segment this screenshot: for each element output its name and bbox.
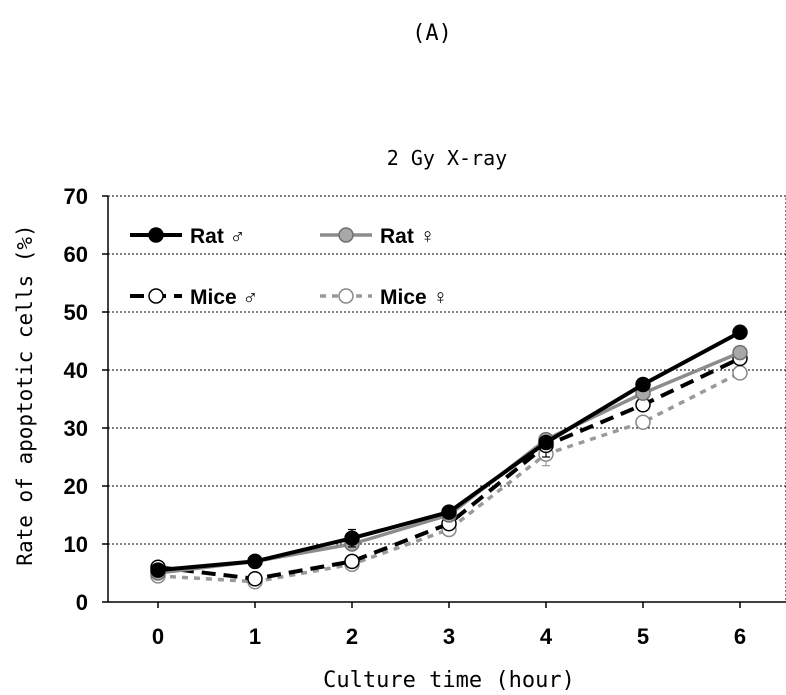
legend-item: Rat ♀ (320, 225, 435, 248)
y-tick-label: 0 (76, 590, 88, 615)
legend: Rat ♂ Rat ♀ Mice ♂ Mice ♀ (130, 225, 448, 309)
y-tick-label: 70 (64, 184, 88, 209)
x-tick-label: 5 (637, 624, 649, 649)
data-point (732, 324, 748, 341)
chart-title: 2 Gy X-ray (387, 146, 507, 170)
plot-area: 0 10 20 30 40 50 60 70 0 1 2 3 4 5 6 (64, 184, 786, 649)
series-rat- (150, 324, 748, 578)
data-point (344, 530, 360, 546)
series-layer (150, 324, 748, 590)
series-line (157, 356, 741, 581)
data-point (538, 434, 554, 451)
legend-item: Mice ♀ (320, 286, 448, 309)
legend-item: Rat ♂ (130, 225, 245, 248)
y-tick-label: 20 (64, 474, 88, 499)
y-tick-label: 30 (64, 416, 88, 441)
legend-label: Rat ♂ (190, 225, 245, 248)
legend-marker (148, 288, 164, 304)
series-rat- (150, 344, 748, 581)
legend-marker (338, 288, 354, 304)
data-point (732, 365, 748, 381)
data-point (732, 344, 748, 361)
y-tick-label: 10 (64, 532, 88, 557)
x-tick-labels: 0 1 2 3 4 5 6 (152, 602, 746, 649)
legend-item: Mice ♂ (130, 286, 258, 309)
data-point (150, 562, 166, 578)
panel-label: (A) (412, 21, 452, 46)
series-line (157, 350, 741, 575)
y-axis-label: Rate of apoptotic cells (%) (13, 224, 37, 565)
data-point (635, 414, 651, 430)
y-tick-label: 40 (64, 358, 88, 383)
series-line (157, 371, 741, 584)
data-point (344, 553, 360, 570)
y-tick-label: 50 (64, 300, 88, 325)
legend-marker (338, 227, 354, 243)
y-tick-label: 60 (64, 242, 88, 267)
x-tick-label: 0 (152, 624, 164, 649)
legend-label: Mice ♀ (380, 286, 448, 309)
series-mice- (150, 365, 748, 590)
legend-marker (148, 227, 164, 243)
data-point (635, 376, 651, 393)
data-point (247, 553, 263, 570)
legend-label: Mice ♂ (190, 286, 258, 309)
legend-label: Rat ♀ (380, 225, 435, 248)
y-tick-labels: 0 10 20 30 40 50 60 70 (64, 184, 108, 615)
x-axis-label: Culture time (hour) (323, 668, 575, 693)
plot-frame (107, 195, 786, 603)
x-tick-label: 2 (346, 624, 358, 649)
x-tick-label: 6 (734, 624, 746, 649)
data-point (441, 504, 457, 520)
data-point (247, 571, 263, 587)
x-tick-label: 3 (443, 624, 455, 649)
x-tick-label: 1 (249, 624, 261, 649)
x-tick-label: 4 (540, 624, 553, 649)
